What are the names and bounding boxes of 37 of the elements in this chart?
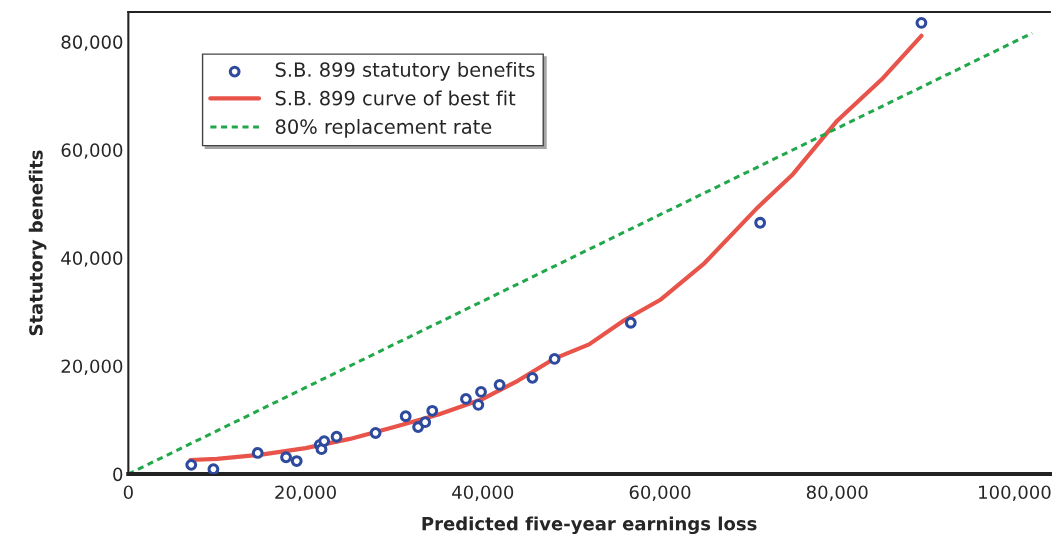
x-tick-label: 80,000: [806, 485, 868, 501]
point: [318, 435, 331, 447]
point: [399, 410, 412, 423]
x-tick-label: 60,000: [629, 485, 691, 501]
x-axis-title: Predicted five-year earnings loss: [422, 516, 757, 535]
y-tick-label: 60,000: [61, 143, 123, 159]
point: [280, 451, 292, 464]
legend-label: S.B. 899 statutory benefits: [275, 61, 535, 81]
point: [412, 421, 425, 433]
point: [548, 353, 561, 365]
legend-label: S.B. 899 curve of best fit: [275, 90, 516, 106]
point: [369, 427, 382, 439]
point: [185, 458, 198, 471]
y-tick-label: 80,000: [61, 35, 123, 51]
point: [207, 463, 220, 475]
point: [624, 316, 637, 329]
point: [290, 455, 303, 467]
x-tick-label: 20,000: [275, 485, 336, 501]
x-tick-label: 0: [123, 485, 133, 500]
point: [460, 392, 472, 405]
point: [251, 447, 264, 459]
point: [493, 378, 506, 391]
y-tick-label: 0: [113, 467, 123, 482]
point: [754, 216, 767, 229]
point: [472, 398, 485, 411]
point: [915, 16, 928, 29]
y-axis-title: Statutory benefits: [28, 150, 47, 336]
legend-label: 80% replacement rate: [275, 118, 492, 138]
point: [526, 371, 539, 384]
x-tick-label: 40,000: [452, 485, 514, 501]
point: [475, 385, 487, 398]
y-tick-label: 40,000: [61, 251, 123, 267]
point: [426, 404, 439, 417]
point: [419, 416, 432, 429]
y-tick-label: 20,000: [61, 359, 123, 375]
point: [330, 430, 343, 443]
x-tick-label: 100,000: [979, 485, 1051, 501]
